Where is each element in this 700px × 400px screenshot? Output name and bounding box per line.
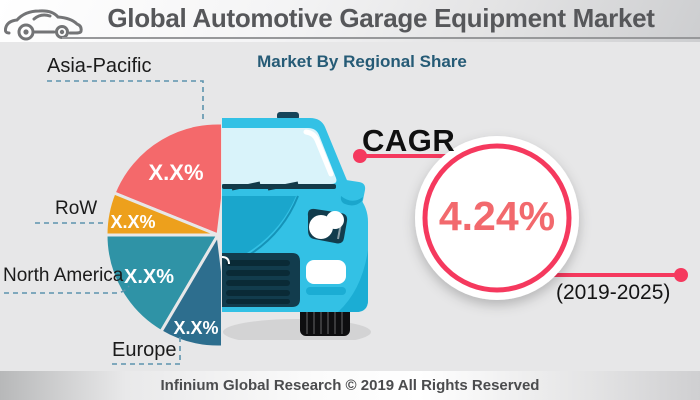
cagr-value: 4.24% xyxy=(438,193,556,239)
pie-value-north-america: X.X% xyxy=(124,266,174,288)
car-wipers xyxy=(222,181,336,191)
pie-label-europe: Europe xyxy=(112,339,177,361)
leader-line-north-america xyxy=(4,285,130,294)
cagr-label: CAGR xyxy=(362,123,456,158)
pie-slice-north-america xyxy=(104,233,221,334)
car-windshield xyxy=(222,128,337,184)
footer-bar: Infinium Global Research © 2019 All Righ… xyxy=(0,371,700,400)
car-mirror xyxy=(339,180,366,206)
cagr-badge-ring xyxy=(422,143,572,293)
car-grille xyxy=(222,253,300,307)
car-icon xyxy=(4,9,83,41)
car-mirror-shade xyxy=(340,196,363,206)
pie-value-asia-pacific: X.X% xyxy=(148,160,203,185)
car-fog-light xyxy=(306,260,346,295)
cagr-period: (2019-2025) xyxy=(556,281,671,304)
cagr-connector-left-dot xyxy=(353,149,367,163)
car-illustration xyxy=(222,112,371,340)
header-underline xyxy=(62,37,700,39)
pie-slice-europe xyxy=(159,230,221,349)
cagr-connector-right-dot xyxy=(674,268,688,282)
car-hood-shade xyxy=(222,196,296,262)
pie-value-europe: X.X% xyxy=(173,318,218,338)
pie-value-row: X.X% xyxy=(110,212,155,232)
pie-label-asia-pacific: Asia-Pacific xyxy=(47,55,152,77)
page-title: Global Automotive Garage Equipment Marke… xyxy=(107,3,655,33)
leader-line-asia-pacific xyxy=(47,80,204,119)
header-bar: Global Automotive Garage Equipment Marke… xyxy=(0,0,700,42)
pie-label-north-america: North America xyxy=(3,265,124,286)
chart-subtitle: Market By Regional Share xyxy=(257,52,467,71)
car-headlight xyxy=(307,208,348,244)
leader-line-europe xyxy=(112,336,181,365)
pie-slice-asia-pacific xyxy=(112,121,221,238)
pie-label-row: RoW xyxy=(55,198,98,219)
car-windshield-highlight xyxy=(303,129,334,177)
footer-text: Infinium Global Research © 2019 All Righ… xyxy=(160,377,540,394)
car-bumper-shade xyxy=(338,250,368,312)
